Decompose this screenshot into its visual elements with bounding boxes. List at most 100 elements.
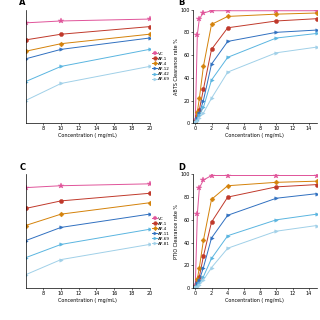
VC	[210, 9, 213, 13]
AP-4	[210, 197, 213, 201]
Line: AP-42: AP-42	[24, 48, 151, 83]
AP-1	[196, 115, 199, 118]
AP-69	[59, 243, 63, 246]
AP-69	[202, 111, 205, 115]
AP-4	[193, 285, 197, 289]
Line: AP-69: AP-69	[24, 228, 151, 260]
Y-axis label: PTIO Clearance rate %: PTIO Clearance rate %	[174, 204, 179, 259]
Text: D: D	[178, 163, 185, 172]
AP-4	[193, 120, 197, 124]
AP-1	[196, 280, 199, 284]
AP-81	[315, 224, 319, 228]
VC	[59, 184, 63, 188]
AP-1	[202, 254, 205, 258]
AP-81	[197, 283, 201, 286]
Line: AP-12: AP-12	[24, 36, 151, 60]
AP-4	[196, 110, 199, 114]
AP-1	[24, 206, 28, 210]
AP-4	[59, 212, 63, 216]
Text: B: B	[178, 0, 184, 7]
AP-81	[226, 246, 230, 250]
AP-69	[193, 120, 197, 124]
VC	[148, 182, 151, 186]
Line: AP-4: AP-4	[24, 201, 151, 227]
VC	[196, 33, 199, 36]
Line: AP-1: AP-1	[23, 25, 152, 42]
AP-4	[274, 12, 278, 16]
VC	[274, 9, 278, 13]
AP-11	[148, 212, 151, 216]
X-axis label: Concentration ( mg/mL): Concentration ( mg/mL)	[58, 298, 117, 303]
AP-42	[197, 113, 201, 117]
AP-1	[274, 19, 278, 23]
AP-11	[59, 226, 63, 229]
AP-4	[202, 65, 205, 68]
AP-81	[196, 285, 199, 289]
AP-81	[59, 258, 63, 261]
Line: AP-4: AP-4	[194, 180, 318, 289]
AP-42	[24, 80, 28, 84]
AP-69	[193, 285, 197, 289]
VC	[315, 173, 319, 177]
AP-69	[196, 119, 199, 123]
AP-69	[202, 275, 205, 278]
AP-1	[226, 26, 230, 30]
AP-1	[24, 38, 28, 42]
Legend: VC, AP-1, AP-4, AP-11, AP-69, AP-81: VC, AP-1, AP-4, AP-11, AP-69, AP-81	[152, 216, 171, 246]
Y-axis label: ABTS Clearance rate %: ABTS Clearance rate %	[174, 38, 179, 95]
AP-4	[24, 49, 28, 53]
Line: AP-81: AP-81	[24, 243, 151, 276]
AP-1	[59, 32, 63, 36]
AP-12	[197, 111, 201, 115]
AP-69	[197, 282, 201, 285]
AP-1	[315, 17, 319, 20]
AP-11	[202, 266, 205, 269]
AP-12	[202, 99, 205, 102]
AP-81	[202, 278, 205, 282]
AP-1	[197, 275, 201, 278]
VC	[210, 173, 213, 177]
AP-11	[315, 192, 319, 196]
AP-1	[202, 87, 205, 91]
AP-69	[24, 256, 28, 260]
AP-12	[59, 47, 63, 51]
AP-4	[202, 238, 205, 242]
Line: AP-42: AP-42	[194, 32, 318, 124]
AP-42	[148, 47, 151, 51]
VC	[193, 284, 197, 288]
VC	[226, 173, 230, 177]
VC	[202, 11, 205, 15]
AP-69	[148, 228, 151, 231]
Text: C: C	[20, 163, 26, 172]
AP-1	[148, 25, 151, 28]
AP-12	[196, 116, 199, 119]
Legend: VC, AP-1, AP-4, AP-12, AP-42, AP-69: VC, AP-1, AP-4, AP-12, AP-42, AP-69	[152, 52, 171, 81]
Line: AP-4: AP-4	[24, 33, 151, 53]
AP-42	[210, 78, 213, 82]
Line: AP-1: AP-1	[23, 191, 152, 211]
AP-1	[226, 195, 230, 199]
VC	[59, 19, 63, 23]
AP-69	[274, 51, 278, 55]
AP-42	[202, 105, 205, 109]
VC	[226, 9, 230, 13]
VC	[196, 212, 199, 216]
AP-42	[274, 36, 278, 40]
AP-4	[148, 32, 151, 36]
AP-69	[24, 99, 28, 102]
AP-11	[274, 196, 278, 200]
AP-1	[59, 199, 63, 203]
AP-1	[210, 220, 213, 224]
VC	[274, 173, 278, 177]
AP-1	[193, 120, 197, 124]
AP-69	[59, 82, 63, 85]
AP-4	[315, 179, 319, 183]
Line: AP-1: AP-1	[193, 182, 319, 289]
AP-1	[148, 191, 151, 195]
AP-69	[315, 45, 319, 49]
AP-4	[59, 42, 63, 46]
AP-81	[210, 266, 213, 269]
AP-4	[148, 201, 151, 205]
AP-4	[274, 180, 278, 184]
AP-12	[148, 36, 151, 40]
